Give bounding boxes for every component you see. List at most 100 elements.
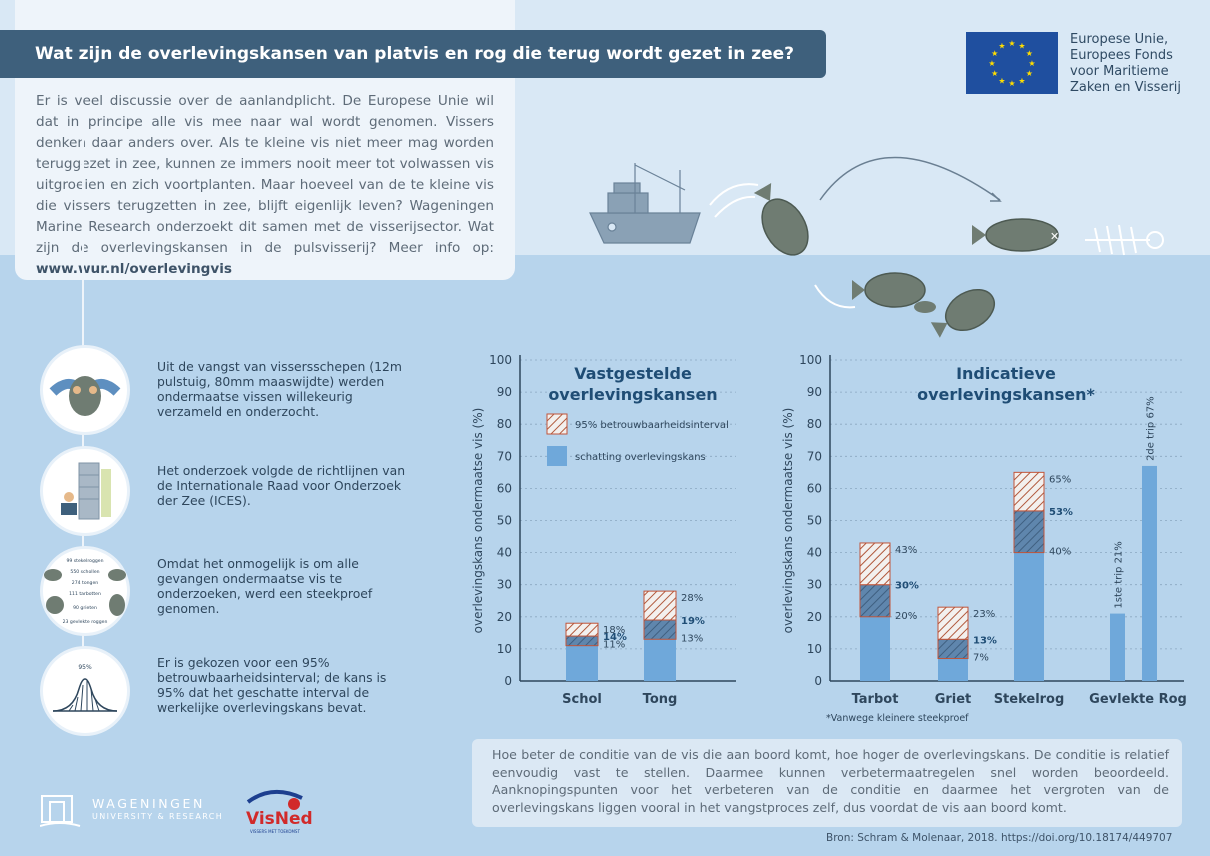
y-tick-label: 50: [807, 514, 822, 528]
dead-flatfish-icon: ✕: [972, 218, 1059, 252]
y-tick-label: 30: [497, 578, 512, 592]
estimate-label: 19%: [681, 616, 705, 627]
y-tick-label: 0: [504, 674, 512, 688]
sample-label: 99 stekelroggen: [66, 558, 103, 564]
visned-name: VisNed: [246, 809, 312, 829]
hands-holding-fish-icon: [49, 376, 121, 416]
swimming-flatfish-icon: [852, 272, 936, 313]
lower-label: 13%: [681, 633, 703, 644]
bar-interval-upper: [1013, 471, 1045, 512]
bell-curve-icon: 95%: [52, 664, 118, 712]
trip-label: 1ste trip 21%: [1114, 541, 1125, 608]
conclusion-panel: [472, 739, 1182, 827]
y-tick-label: 90: [807, 385, 822, 399]
sample-label: 111 tarbotten: [69, 591, 101, 597]
step-icon-2: [40, 446, 130, 536]
researcher-lab-icon: [61, 462, 111, 520]
sample-label: 90 grieten: [73, 605, 97, 611]
y-axis-label: overlevingskans ondermaatse vis (%): [781, 408, 795, 634]
sample-label: 550 schollen: [70, 569, 99, 575]
y-tick-label: 80: [807, 417, 822, 431]
x-tick-label: Griet: [935, 692, 972, 707]
upper-label: 43%: [895, 545, 917, 556]
y-tick-label: 60: [807, 481, 822, 495]
eu-star: ★: [998, 76, 1005, 85]
x-tick-label: Tong: [643, 692, 678, 707]
eu-line: Zaken en Visserij: [1070, 80, 1182, 95]
bar-interval-upper: [565, 622, 599, 637]
step-text-2: Het onderzoek volgde de richtlijnen van …: [157, 463, 406, 508]
estimate-label: 13%: [973, 635, 997, 646]
step-icon-4: 95%: [40, 646, 130, 736]
y-tick-label: 60: [497, 481, 512, 495]
eu-star: ★: [991, 69, 998, 78]
visned-tagline: VISSERS MET TOEKOMST: [250, 829, 300, 834]
trip-label: 2de trip 67%: [1146, 396, 1157, 461]
y-axis-label: overlevingskans ondermaatse vis (%): [471, 408, 485, 634]
surviving-flatfish-icon: [930, 288, 995, 338]
upper-label: 18%: [603, 625, 625, 636]
curve-label: 95%: [78, 664, 92, 671]
bar-lower: [644, 639, 676, 681]
step-icon-3: 99 stekelroggen 550 schollen 274 tongen …: [40, 546, 130, 636]
y-tick-label: 40: [807, 546, 822, 560]
intro-text: Er is veel discussie over de aanlandplic…: [36, 91, 494, 280]
eu-fund-label: Europese Unie, Europees Fonds voor Marit…: [1070, 32, 1181, 96]
x-tick-label: Stekelrog: [994, 692, 1065, 707]
sample-fish-icon: 99 stekelroggen 550 schollen 274 tongen …: [44, 558, 126, 625]
legend-label-estimate: schatting overlevingskans: [575, 452, 706, 463]
eu-line: voor Maritieme: [1070, 64, 1169, 79]
eu-star: ★: [1018, 76, 1025, 85]
chart-indicatieve: 0 10 20 30 40 50 60 70 80 90 100 overlevingskans on…: [781, 353, 1187, 707]
source-citation[interactable]: Bron: Schram & Molenaar, 2018. https://d…: [826, 832, 1173, 844]
visned-logo-icon: VisNed VISSERS MET TOEKOMST: [246, 790, 312, 834]
bar-interval-lower: [1013, 510, 1045, 554]
y-tick-label: 90: [497, 385, 512, 399]
y-tick-label: 10: [497, 642, 512, 656]
bar-lower: [938, 658, 968, 681]
step-text-3: Omdat het onmogelijk is om alle gevangen…: [157, 556, 373, 616]
wur-logo-name: WAGENINGEN: [92, 796, 205, 811]
y-tick-label: 100: [799, 353, 822, 367]
y-tick-label: 70: [497, 449, 512, 463]
legend-label-interval: 95% betrouwbaarheidsinterval: [575, 420, 729, 431]
legend-swatch-interval: [546, 413, 568, 435]
svg-text:✕: ✕: [1050, 230, 1059, 243]
upper-label: 65%: [1049, 474, 1071, 485]
bar-interval-upper: [643, 590, 677, 621]
y-tick-label: 70: [807, 449, 822, 463]
y-tick-label: 40: [497, 546, 512, 560]
upper-label: 23%: [973, 609, 995, 620]
eu-line: Europees Fonds: [1070, 48, 1173, 63]
sample-label: 274 tongen: [72, 580, 98, 586]
step-icon-1: [40, 345, 130, 435]
sample-label: 23 gevlekte roggen: [63, 619, 108, 625]
fishing-boat-icon: [589, 163, 701, 244]
lower-label: 7%: [973, 653, 989, 664]
conclusion-text: Hoe beter de conditie van de vis die aan…: [492, 747, 1169, 815]
info-link[interactable]: www.wur.nl/overlevingvis: [36, 261, 232, 277]
lower-label: 11%: [603, 640, 625, 651]
lower-label: 20%: [895, 611, 917, 622]
falling-flatfish-icon: [753, 183, 809, 256]
bar-interval-lower: [937, 638, 969, 660]
y-tick-label: 10: [807, 642, 822, 656]
page-title: Wat zijn de overlevingskansen van platvi…: [0, 30, 826, 78]
x-tick-label: Gevlekte Rog: [1089, 692, 1187, 707]
eu-flag-icon: ★★★★★★★★★ ★ ★★: [966, 32, 1058, 94]
bar-interval-lower: [565, 635, 599, 647]
bar-interval-lower: [859, 584, 891, 618]
chart-title: overlevingskansen*: [917, 385, 1095, 404]
wur-logo-subtitle: UNIVERSITY & RESEARCH: [92, 812, 224, 821]
eu-star: ★: [998, 42, 1005, 51]
eu-star: ★: [1008, 79, 1015, 88]
y-tick-label: 50: [497, 514, 512, 528]
y-tick-label: 100: [489, 353, 512, 367]
intro-paragraph: Er is veel discussie over de aanlandplic…: [36, 93, 494, 256]
bar-lower: [1014, 552, 1044, 681]
y-tick-label: 0: [814, 674, 822, 688]
y-tick-label: 20: [497, 610, 512, 624]
fish-skeleton-icon: [1085, 224, 1164, 256]
estimate-label: 53%: [1049, 507, 1073, 518]
